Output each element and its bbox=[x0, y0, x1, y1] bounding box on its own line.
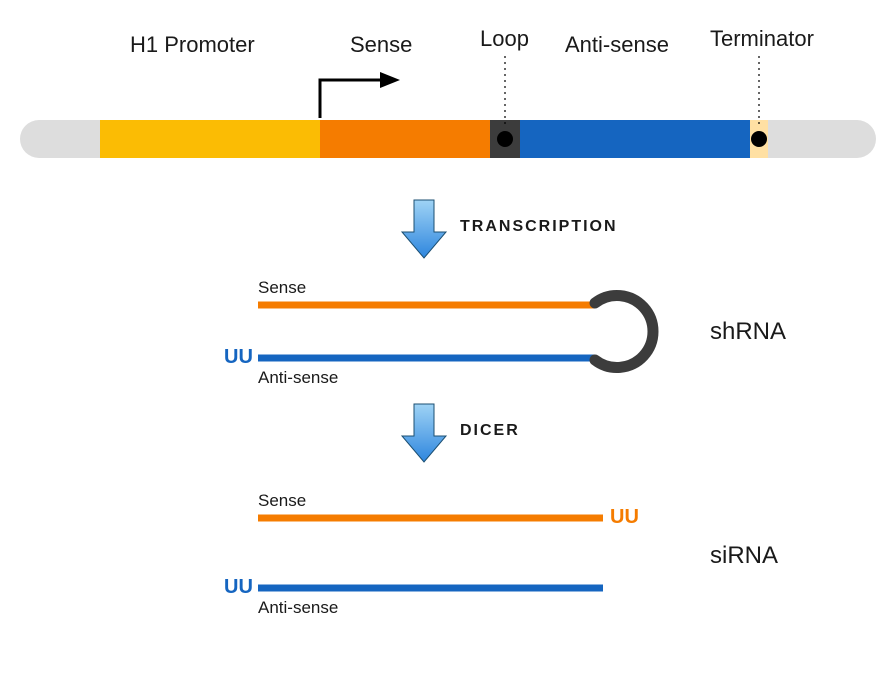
sirna-uu-top: UU bbox=[610, 506, 639, 529]
sirna-antisense-label: Anti-sense bbox=[258, 598, 338, 618]
sirna-name: siRNA bbox=[710, 542, 778, 570]
diagram-root: H1 Promoter Sense Loop Anti-sense Termin… bbox=[0, 0, 896, 675]
sirna-svg bbox=[0, 0, 896, 675]
sirna-sense-label: Sense bbox=[258, 491, 306, 511]
sirna-uu-bottom: UU bbox=[224, 576, 253, 599]
